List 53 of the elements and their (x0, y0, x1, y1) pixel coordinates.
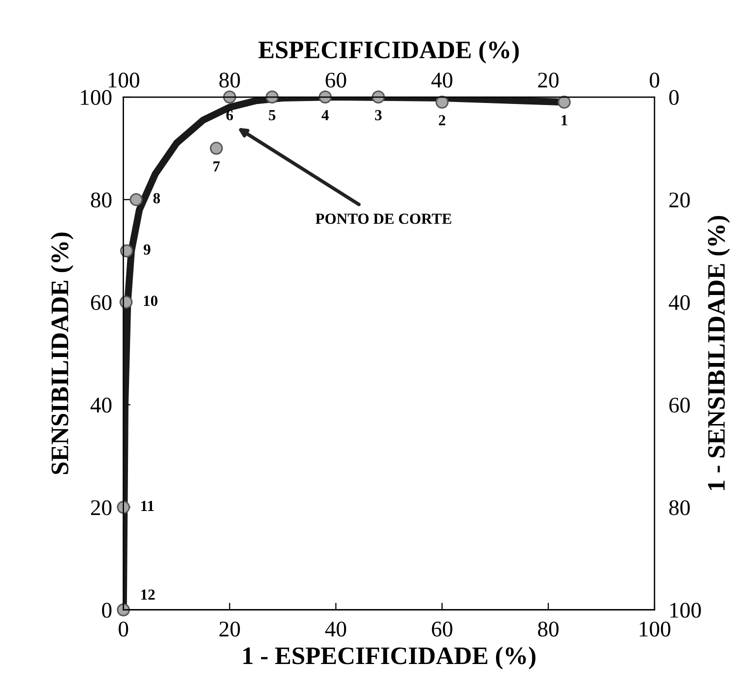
annotation: 9 (144, 244, 150, 255)
annotation: 4 (322, 110, 329, 120)
x2-tick-label: 0 (650, 72, 660, 88)
x-tick-label: 20 (220, 622, 240, 637)
annotation: 12 (141, 590, 155, 600)
annotation: 2 (438, 115, 446, 126)
annotation: 7 (213, 161, 220, 172)
annotation: 10 (144, 296, 158, 306)
point (210, 142, 223, 155)
annotation: PONTO DE CORTE (316, 214, 452, 224)
y2-axis-title: 1 - SENSIBILIDADE (%) (707, 216, 730, 490)
point (120, 244, 134, 258)
y-axis-title: SENSIBILIDADE (%) (50, 232, 74, 474)
x2-axis-title: ESPECIFICIDADE (%) (258, 40, 519, 64)
annotation: 5 (268, 110, 276, 120)
y-tick-label: 20 (91, 500, 112, 516)
point (372, 90, 385, 104)
y2-tick-label: 40 (668, 295, 690, 310)
x2-tick-label: 40 (431, 72, 452, 88)
point (116, 603, 130, 616)
y-tick-label: 80 (90, 192, 112, 208)
x2-tick-label: 20 (538, 72, 559, 88)
point (266, 90, 279, 104)
annotation: 3 (375, 110, 382, 120)
y2-tick-label: 0 (669, 90, 679, 105)
x-tick-label: 0 (118, 622, 128, 637)
annotation: 8 (153, 193, 160, 204)
point (116, 500, 130, 514)
point (120, 296, 133, 309)
point (558, 96, 571, 109)
x-tick-label: 60 (432, 622, 452, 637)
x-tick-label: 80 (538, 622, 559, 637)
annotation: 6 (226, 110, 234, 120)
y-tick-label: 100 (80, 90, 112, 105)
y-tick-label: 40 (90, 398, 112, 413)
x-tick-label: 40 (325, 622, 346, 637)
y-tick-label: 0 (102, 602, 112, 618)
y2-tick-label: 100 (670, 602, 701, 618)
annotation: 11 (141, 500, 154, 511)
y2-tick-label: 20 (669, 192, 690, 208)
annotation: 1 (562, 115, 568, 126)
x-tick-label: 100 (640, 622, 670, 637)
x-axis-title: 1 - ESPECIFICIDADE (%) (243, 646, 536, 670)
x2-tick-label: 60 (326, 72, 346, 88)
y-tick-label: 60 (91, 295, 112, 310)
point (436, 96, 449, 109)
point (130, 193, 143, 206)
x2-tick-label: 100 (108, 72, 140, 88)
y2-tick-label: 80 (669, 500, 690, 516)
x2-tick-label: 80 (219, 72, 240, 88)
point (223, 90, 236, 104)
y2-tick-label: 60 (669, 398, 690, 413)
point (318, 90, 332, 104)
